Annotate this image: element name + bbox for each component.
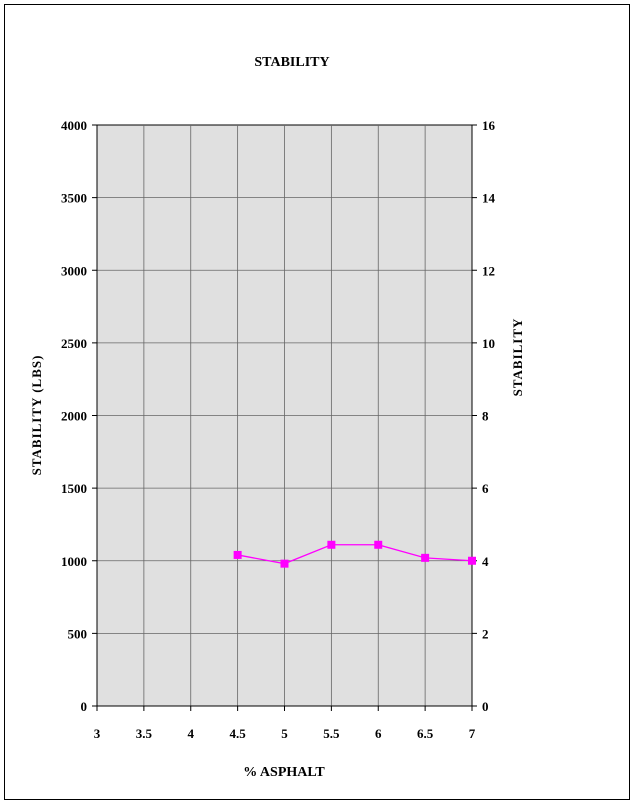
y2-tick-labels: 0 2 4 6 8 10 12 14 16 <box>482 118 496 714</box>
data-point <box>421 553 430 562</box>
y2-tick-label: 2 <box>482 626 489 641</box>
y2-tick-label: 14 <box>482 191 496 206</box>
x-tick-label: 3 <box>94 726 101 741</box>
gridlines <box>97 125 472 706</box>
series-line <box>237 544 473 565</box>
data-point <box>374 540 383 549</box>
y2-tick-label: 8 <box>482 409 489 424</box>
y2-axis-label: STABILITY <box>510 318 525 397</box>
y-tick-label: 2500 <box>61 336 87 351</box>
data-point <box>468 556 476 565</box>
data-point <box>233 550 242 559</box>
data-point <box>327 540 336 549</box>
y-tick-label: 2000 <box>61 409 87 424</box>
x-axis-label: % ASPHALT <box>243 765 325 780</box>
y-tick-labels: 0 500 1000 1500 2000 2500 3000 3500 4000 <box>61 118 87 714</box>
y-axis-label: STABILITY (LBS) <box>29 355 44 476</box>
series-stability <box>233 540 476 568</box>
y2-tick-label: 4 <box>482 554 489 569</box>
axes <box>92 124 477 711</box>
chart-frame: STABILITY 3 3.5 4 4.5 5 5.5 6 6.5 7 0 500 1000 1500… <box>4 4 630 800</box>
y2-tick-label: 0 <box>482 699 489 714</box>
x-tick-label: 5.5 <box>323 726 340 741</box>
y-tick-label: 1500 <box>61 481 87 496</box>
y2-tick-label: 6 <box>482 481 489 496</box>
x-tick-label: 6 <box>375 726 382 741</box>
chart-title: STABILITY <box>254 55 329 70</box>
data-point <box>280 559 289 568</box>
y-tick-label: 0 <box>81 699 88 714</box>
stability-chart: STABILITY 3 3.5 4 4.5 5 5.5 6 6.5 7 0 500 1000 1500… <box>29 55 525 780</box>
x-tick-label: 4.5 <box>230 726 247 741</box>
y-tick-label: 1000 <box>61 554 87 569</box>
y2-tick-label: 16 <box>482 118 496 133</box>
x-tick-label: 6.5 <box>417 726 434 741</box>
y-tick-label: 500 <box>68 626 88 641</box>
y2-tick-label: 10 <box>482 336 495 351</box>
x-tick-label: 3.5 <box>136 726 153 741</box>
x-tick-label: 7 <box>469 726 476 741</box>
x-tick-label: 4 <box>188 726 195 741</box>
y-tick-label: 4000 <box>61 118 87 133</box>
y-tick-label: 3000 <box>61 263 87 278</box>
y2-tick-label: 12 <box>482 263 495 278</box>
y-tick-label: 3500 <box>61 191 87 206</box>
x-tick-labels: 3 3.5 4 4.5 5 5.5 6 6.5 7 <box>94 726 476 741</box>
x-tick-label: 5 <box>281 726 288 741</box>
